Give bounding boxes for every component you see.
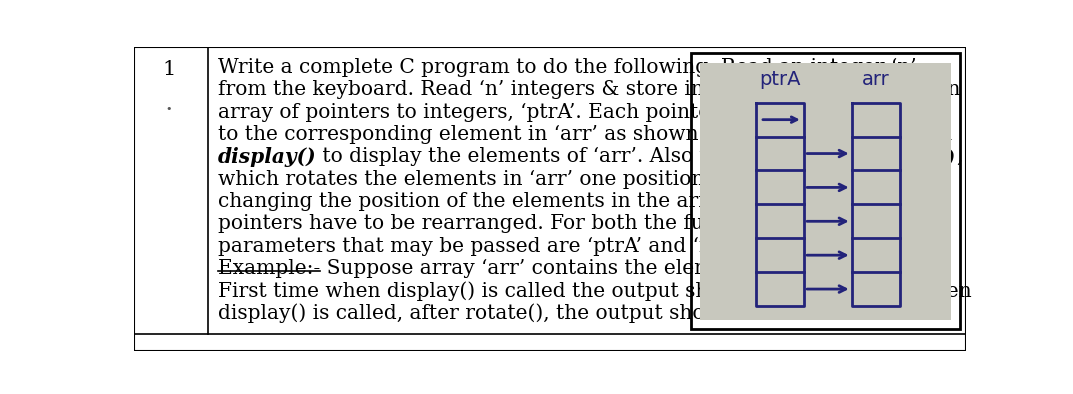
Text: from the keyboard. Read ‘n’ integers & store in an array ‘arr’. Create an: from the keyboard. Read ‘n’ integers & s… <box>218 80 960 99</box>
Text: First time when display() is called the output should be “1 2 3 4 5”. When: First time when display() is called the … <box>218 281 971 301</box>
Text: pointers have to be rearranged. For both the functions, the only: pointers have to be rearranged. For both… <box>218 214 873 233</box>
Text: rotate(): rotate() <box>869 147 956 167</box>
Text: display() is called, after rotate(), the output should be “2 3 4 5 1”.: display() is called, after rotate(), the… <box>218 304 891 323</box>
Text: to display the elements of ‘arr’. Also write a function: to display the elements of ‘arr’. Also w… <box>317 147 869 167</box>
Text: to the corresponding element in ‘arr’ as shown in figure. Write function: to the corresponding element in ‘arr’ as… <box>218 125 952 144</box>
Text: •: • <box>165 104 173 114</box>
Text: which rotates the elements in ‘arr’ one position to the right without: which rotates the elements in ‘arr’ one … <box>218 170 912 189</box>
Bar <box>700 63 951 320</box>
Text: display(): display() <box>218 147 317 167</box>
Text: parameters that may be passed are ‘ptrA’ and ‘n’.: parameters that may be passed are ‘ptrA’… <box>218 237 724 256</box>
Text: Write a complete C program to do the following. Read an integer ‘n’: Write a complete C program to do the fol… <box>218 58 916 77</box>
Text: ptrA: ptrA <box>760 71 800 89</box>
Text: array of pointers to integers, ‘ptrA’. Each pointer in ‘ptrA’ should point: array of pointers to integers, ‘ptrA’. E… <box>218 103 940 122</box>
Text: 1: 1 <box>162 59 176 78</box>
Text: Example:- Suppose array ‘arr’ contains the elements 1, 2, 3, 4, and 5.: Example:- Suppose array ‘arr’ contains t… <box>218 259 928 278</box>
Text: changing the position of the elements in the array, that is, only the: changing the position of the elements in… <box>218 192 901 211</box>
Text: ,: , <box>956 147 962 166</box>
Text: arr: arr <box>862 71 890 89</box>
Bar <box>691 54 960 329</box>
